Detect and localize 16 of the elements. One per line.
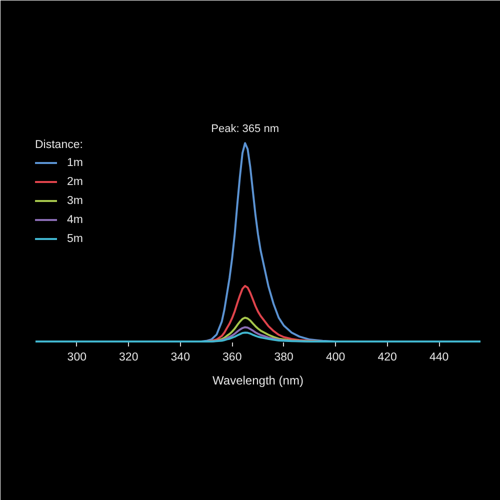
legend-label: 5m xyxy=(67,232,84,246)
x-axis-title: Wavelength (nm) xyxy=(212,374,304,388)
x-tick-label: 340 xyxy=(170,352,190,364)
legend-label: 2m xyxy=(67,174,84,189)
legend-label: 4m xyxy=(67,212,84,227)
legend-label: 3m xyxy=(67,194,84,208)
x-tick-label: 300 xyxy=(67,352,86,364)
legend-label: 1m xyxy=(67,156,84,170)
x-tick-label: 360 xyxy=(222,352,242,364)
legend-title: Distance: xyxy=(35,139,84,151)
x-tick-label: 320 xyxy=(119,352,138,364)
x-tick-label: 380 xyxy=(274,352,294,364)
x-tick-label: 420 xyxy=(378,352,397,364)
annotation: Peak: 365 nm xyxy=(211,123,279,136)
x-tick-label: 400 xyxy=(326,352,346,364)
x-tick-label: 440 xyxy=(430,352,449,364)
